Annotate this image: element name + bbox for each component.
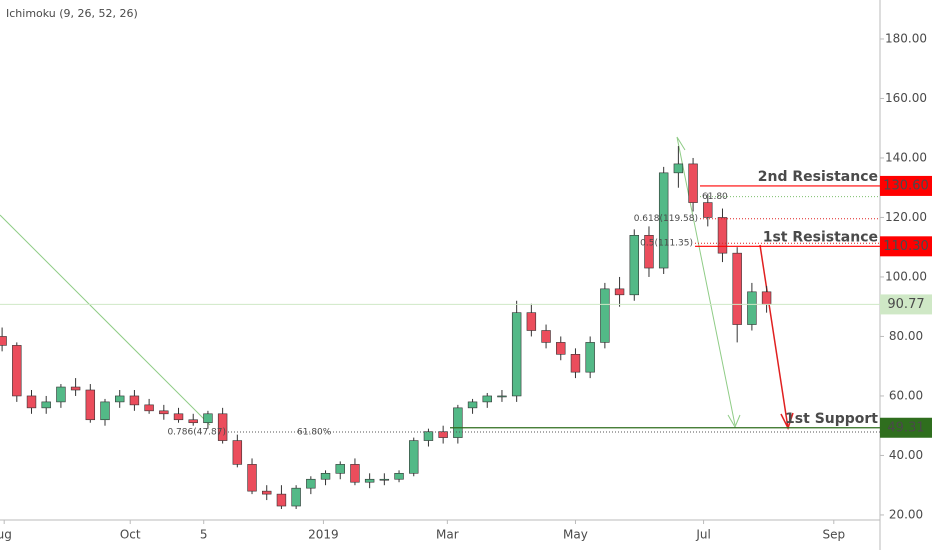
candle-body	[423, 431, 434, 441]
candle-body	[629, 235, 639, 296]
y-tick-label: 160.00	[885, 91, 927, 105]
x-tick-label: Oct	[120, 528, 141, 542]
level-name: 2nd Resistance	[758, 169, 878, 185]
candle-body	[320, 472, 331, 480]
candle-body	[26, 395, 37, 409]
candle-body	[203, 413, 213, 424]
indicator-label: Ichimoku (9, 26, 52, 26)	[6, 7, 138, 20]
candle-body	[262, 490, 272, 495]
candle-body	[541, 330, 551, 343]
last-price-label: 90.77	[887, 297, 924, 312]
candle-body	[511, 312, 522, 397]
x-tick-label: Jul	[695, 528, 710, 542]
candle-body	[12, 345, 22, 397]
candle-body	[41, 401, 51, 409]
marks	[0, 146, 772, 509]
level-name: 1st Resistance	[763, 229, 878, 245]
x-tick-label: May	[563, 528, 588, 542]
candle-body	[364, 478, 375, 483]
candle-body	[673, 163, 684, 174]
projection-arrow	[676, 136, 736, 426]
candle-body	[379, 478, 390, 481]
candle-body	[482, 395, 492, 403]
candle-body	[232, 440, 243, 465]
candle-body	[70, 386, 81, 391]
y-tick-label: 20.00	[889, 507, 923, 521]
candle-body	[0, 336, 7, 346]
candle-body	[438, 431, 448, 438]
x-tick-label: Mar	[436, 528, 459, 542]
candle-body	[188, 419, 198, 424]
fib-label: 61.80	[702, 192, 728, 202]
arrow-head	[727, 414, 741, 429]
y-tick-label: 100.00	[885, 269, 927, 283]
level-price-label: 130.60	[883, 178, 929, 193]
candle-body	[144, 404, 154, 412]
level-price-box	[880, 175, 932, 196]
candle-body	[409, 440, 419, 474]
candle-body	[585, 342, 595, 373]
level-price-box	[880, 417, 932, 438]
candle-body	[276, 493, 287, 507]
fib-note: 61.80%	[297, 428, 332, 438]
x-tick-label: Sep	[822, 528, 845, 542]
x-tick-label: 5	[200, 528, 208, 542]
candle-body	[453, 407, 463, 438]
candle-body	[717, 217, 728, 254]
candle-body	[173, 413, 184, 421]
y-tick-label: 180.00	[885, 31, 927, 45]
candle-body	[467, 401, 478, 409]
x-tick-label: 2019	[308, 528, 339, 542]
candle-body	[291, 487, 301, 507]
candle-body	[658, 172, 669, 269]
candle-body	[497, 395, 507, 398]
last-price-box	[880, 294, 932, 315]
candle-body	[350, 464, 360, 483]
y-tick-label: 80.00	[889, 329, 923, 343]
y-tick-label: 120.00	[885, 210, 927, 224]
level-price-label: 49.31	[887, 420, 924, 435]
candle-body	[159, 410, 169, 415]
candle-body	[703, 202, 713, 218]
level-price-box	[880, 236, 932, 257]
candle-body	[644, 235, 654, 269]
candle-body	[747, 291, 757, 325]
candle-body	[688, 163, 698, 203]
candle-body	[570, 354, 581, 373]
fib-label: 0.618(119.58)	[634, 214, 698, 224]
candle-body	[526, 312, 537, 331]
candle-body	[129, 395, 140, 406]
candle-body	[247, 464, 257, 492]
candle-body	[732, 252, 742, 325]
target-arrow	[759, 244, 789, 429]
candle-body	[761, 291, 772, 305]
fib-label: 0.786(47.87)	[167, 428, 226, 438]
trendline	[0, 214, 211, 426]
y-tick-label: 140.00	[885, 150, 927, 164]
candle-body	[306, 478, 316, 489]
level-name: 1st Support	[785, 411, 878, 427]
candle-body	[600, 288, 610, 343]
candle-body	[335, 464, 345, 474]
candle-body	[100, 401, 110, 421]
y-tick-label: 40.00	[889, 448, 923, 462]
candle-body	[115, 395, 125, 403]
y-tick-label: 60.00	[889, 388, 923, 402]
level-price-label: 110.30	[883, 239, 929, 254]
x-tick-label: ug	[0, 528, 12, 542]
candle-body	[394, 472, 404, 480]
candle-body	[56, 386, 66, 403]
candle-body	[614, 288, 625, 296]
candle-body	[556, 342, 566, 355]
candle-body	[217, 413, 228, 441]
candle-body	[85, 389, 96, 421]
fib-label: 0.5(111.35)	[640, 239, 693, 249]
